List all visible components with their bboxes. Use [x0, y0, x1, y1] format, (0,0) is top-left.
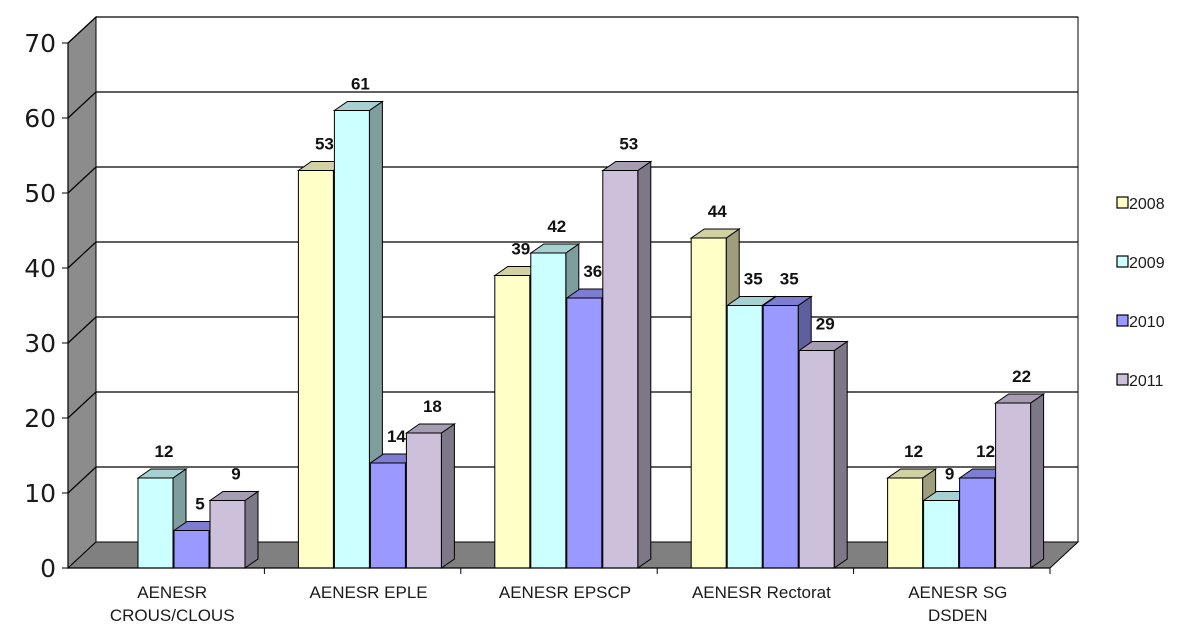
data-label: 29	[816, 315, 835, 334]
legend-label: 2008	[1129, 196, 1165, 213]
bar-front	[602, 170, 639, 569]
bar-side	[637, 160, 652, 569]
gridline	[67, 166, 1078, 194]
y-tick-label: 20	[24, 404, 56, 433]
legend-swatch	[1116, 255, 1129, 268]
data-label: 9	[945, 465, 954, 484]
data-label: 53	[619, 135, 638, 154]
bar-front	[209, 500, 246, 569]
bar-front	[297, 170, 334, 569]
bar-2009-1	[332, 100, 385, 569]
legend: 2008 2009 2010 2011	[1116, 196, 1165, 390]
legend-label: 2010	[1129, 314, 1165, 331]
bar-front	[137, 477, 174, 569]
bar-front	[494, 275, 531, 569]
bar-side	[833, 340, 848, 569]
category-label: AENESR Rectorat	[692, 583, 831, 602]
side-wall	[67, 15, 97, 570]
y-tick-label: 70	[24, 29, 56, 58]
y-tick-label: 30	[24, 329, 56, 358]
data-label: 61	[351, 75, 370, 94]
bar-front	[173, 530, 210, 569]
legend-item-2010: 2010	[1116, 314, 1165, 331]
legend-label: 2009	[1129, 255, 1165, 272]
category-label: CROUS/CLOUS	[110, 606, 235, 625]
data-label: 36	[583, 262, 602, 281]
data-label: 22	[1012, 367, 1031, 386]
category-label: DSDEN	[928, 606, 988, 625]
bar-side	[1030, 393, 1045, 569]
data-label: 53	[315, 135, 334, 154]
gridline	[67, 241, 1078, 269]
category-label: AENESR SG	[908, 583, 1007, 602]
data-label: 12	[976, 442, 995, 461]
bar-front	[405, 432, 442, 569]
bar-front	[798, 350, 835, 569]
data-label: 5	[195, 495, 204, 514]
bar-2011-1	[404, 423, 457, 569]
bar-side	[440, 423, 455, 569]
bar-front	[959, 477, 996, 569]
data-label: 44	[708, 202, 727, 221]
bar-front	[887, 477, 924, 569]
gridline	[67, 91, 1078, 119]
bar-side	[244, 490, 259, 569]
data-label: 35	[744, 270, 763, 289]
data-label: 35	[780, 270, 799, 289]
bar-front	[762, 305, 799, 569]
data-label: 12	[904, 442, 923, 461]
y-tick-label: 60	[24, 104, 56, 133]
bar-front	[333, 110, 370, 569]
legend-item-2011: 2011	[1116, 373, 1164, 390]
data-label: 9	[231, 465, 240, 484]
bar-front	[369, 462, 406, 569]
y-tick-label: 10	[24, 479, 56, 508]
data-label: 14	[387, 427, 406, 446]
bar-front	[530, 252, 567, 569]
legend-swatch	[1116, 314, 1129, 327]
bar-front	[995, 402, 1032, 569]
bar-2011-2	[601, 160, 653, 569]
bar-2011-0	[208, 490, 260, 569]
y-tick-label: 50	[24, 179, 56, 208]
bar-front	[923, 500, 960, 569]
legend-swatch	[1116, 373, 1129, 386]
legend-label: 2011	[1129, 373, 1164, 390]
category-label: AENESR	[137, 583, 207, 602]
bar-2011-4	[993, 393, 1046, 569]
bar-front	[726, 305, 763, 569]
data-label: 39	[511, 240, 530, 259]
data-label: 12	[155, 442, 174, 461]
bar-2011-3	[797, 340, 849, 569]
y-tick-label: 40	[24, 254, 56, 283]
y-axis-ticks: 0 10 20 30 40 50 60 70	[24, 29, 69, 583]
gridline	[67, 16, 1078, 44]
data-label: 42	[547, 217, 566, 236]
category-label: AENESR EPLE	[310, 583, 428, 602]
x-axis: AENESR CROUS/CLOUS AENESR EPLE AENESR EPSCP…	[68, 567, 1051, 625]
legend-swatch	[1116, 196, 1129, 209]
legend-item-2008: 2008	[1116, 196, 1165, 213]
y-tick-label: 0	[40, 554, 56, 583]
category-label: AENESR EPSCP	[499, 583, 631, 602]
bars	[136, 100, 1046, 569]
data-label: 18	[423, 397, 442, 416]
bar-front	[566, 297, 603, 569]
legend-item-2009: 2009	[1116, 255, 1165, 272]
data-labels: 12 5 9 53 61 14 18 39 42 36 53 44 35 35 29 12 9 12 22	[155, 75, 1032, 514]
bar-front	[690, 237, 727, 569]
